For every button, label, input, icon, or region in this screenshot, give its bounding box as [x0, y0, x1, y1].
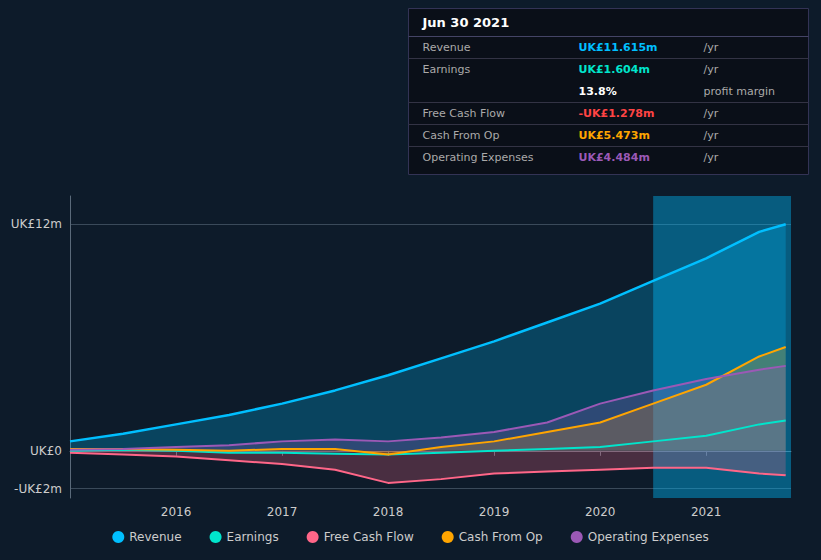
svg-text:2021: 2021	[691, 505, 722, 519]
svg-text:/yr: /yr	[704, 151, 719, 164]
svg-text:Cash From Op: Cash From Op	[459, 530, 543, 544]
svg-text:Revenue: Revenue	[423, 41, 471, 54]
svg-text:2017: 2017	[267, 505, 298, 519]
svg-text:/yr: /yr	[704, 129, 719, 142]
svg-text:Revenue: Revenue	[129, 530, 181, 544]
svg-text:Earnings: Earnings	[227, 530, 279, 544]
svg-text:Operating Expenses: Operating Expenses	[423, 151, 534, 164]
svg-text:UK£4.484m: UK£4.484m	[579, 151, 650, 164]
svg-text:Free Cash Flow: Free Cash Flow	[324, 530, 414, 544]
svg-text:Operating Expenses: Operating Expenses	[588, 530, 709, 544]
svg-text:profit margin: profit margin	[704, 85, 776, 98]
svg-text:Jun 30 2021: Jun 30 2021	[422, 15, 510, 30]
svg-text:2019: 2019	[479, 505, 510, 519]
svg-text:13.8%: 13.8%	[579, 85, 617, 98]
svg-text:2020: 2020	[585, 505, 616, 519]
svg-text:/yr: /yr	[704, 41, 719, 54]
svg-text:/yr: /yr	[704, 107, 719, 120]
svg-text:-UK£1.278m: -UK£1.278m	[579, 107, 655, 120]
svg-text:2016: 2016	[161, 505, 192, 519]
svg-text:2018: 2018	[373, 505, 404, 519]
svg-text:UK£1.604m: UK£1.604m	[579, 63, 650, 76]
svg-text:UK£0: UK£0	[30, 444, 62, 458]
svg-text:Free Cash Flow: Free Cash Flow	[423, 107, 506, 120]
svg-text:UK£5.473m: UK£5.473m	[579, 129, 650, 142]
svg-text:/yr: /yr	[704, 63, 719, 76]
svg-text:Cash From Op: Cash From Op	[423, 129, 500, 142]
svg-text:Earnings: Earnings	[423, 63, 471, 76]
svg-text:-UK£2m: -UK£2m	[14, 482, 62, 496]
svg-text:UK£11.615m: UK£11.615m	[579, 41, 658, 54]
svg-text:UK£12m: UK£12m	[11, 217, 62, 231]
